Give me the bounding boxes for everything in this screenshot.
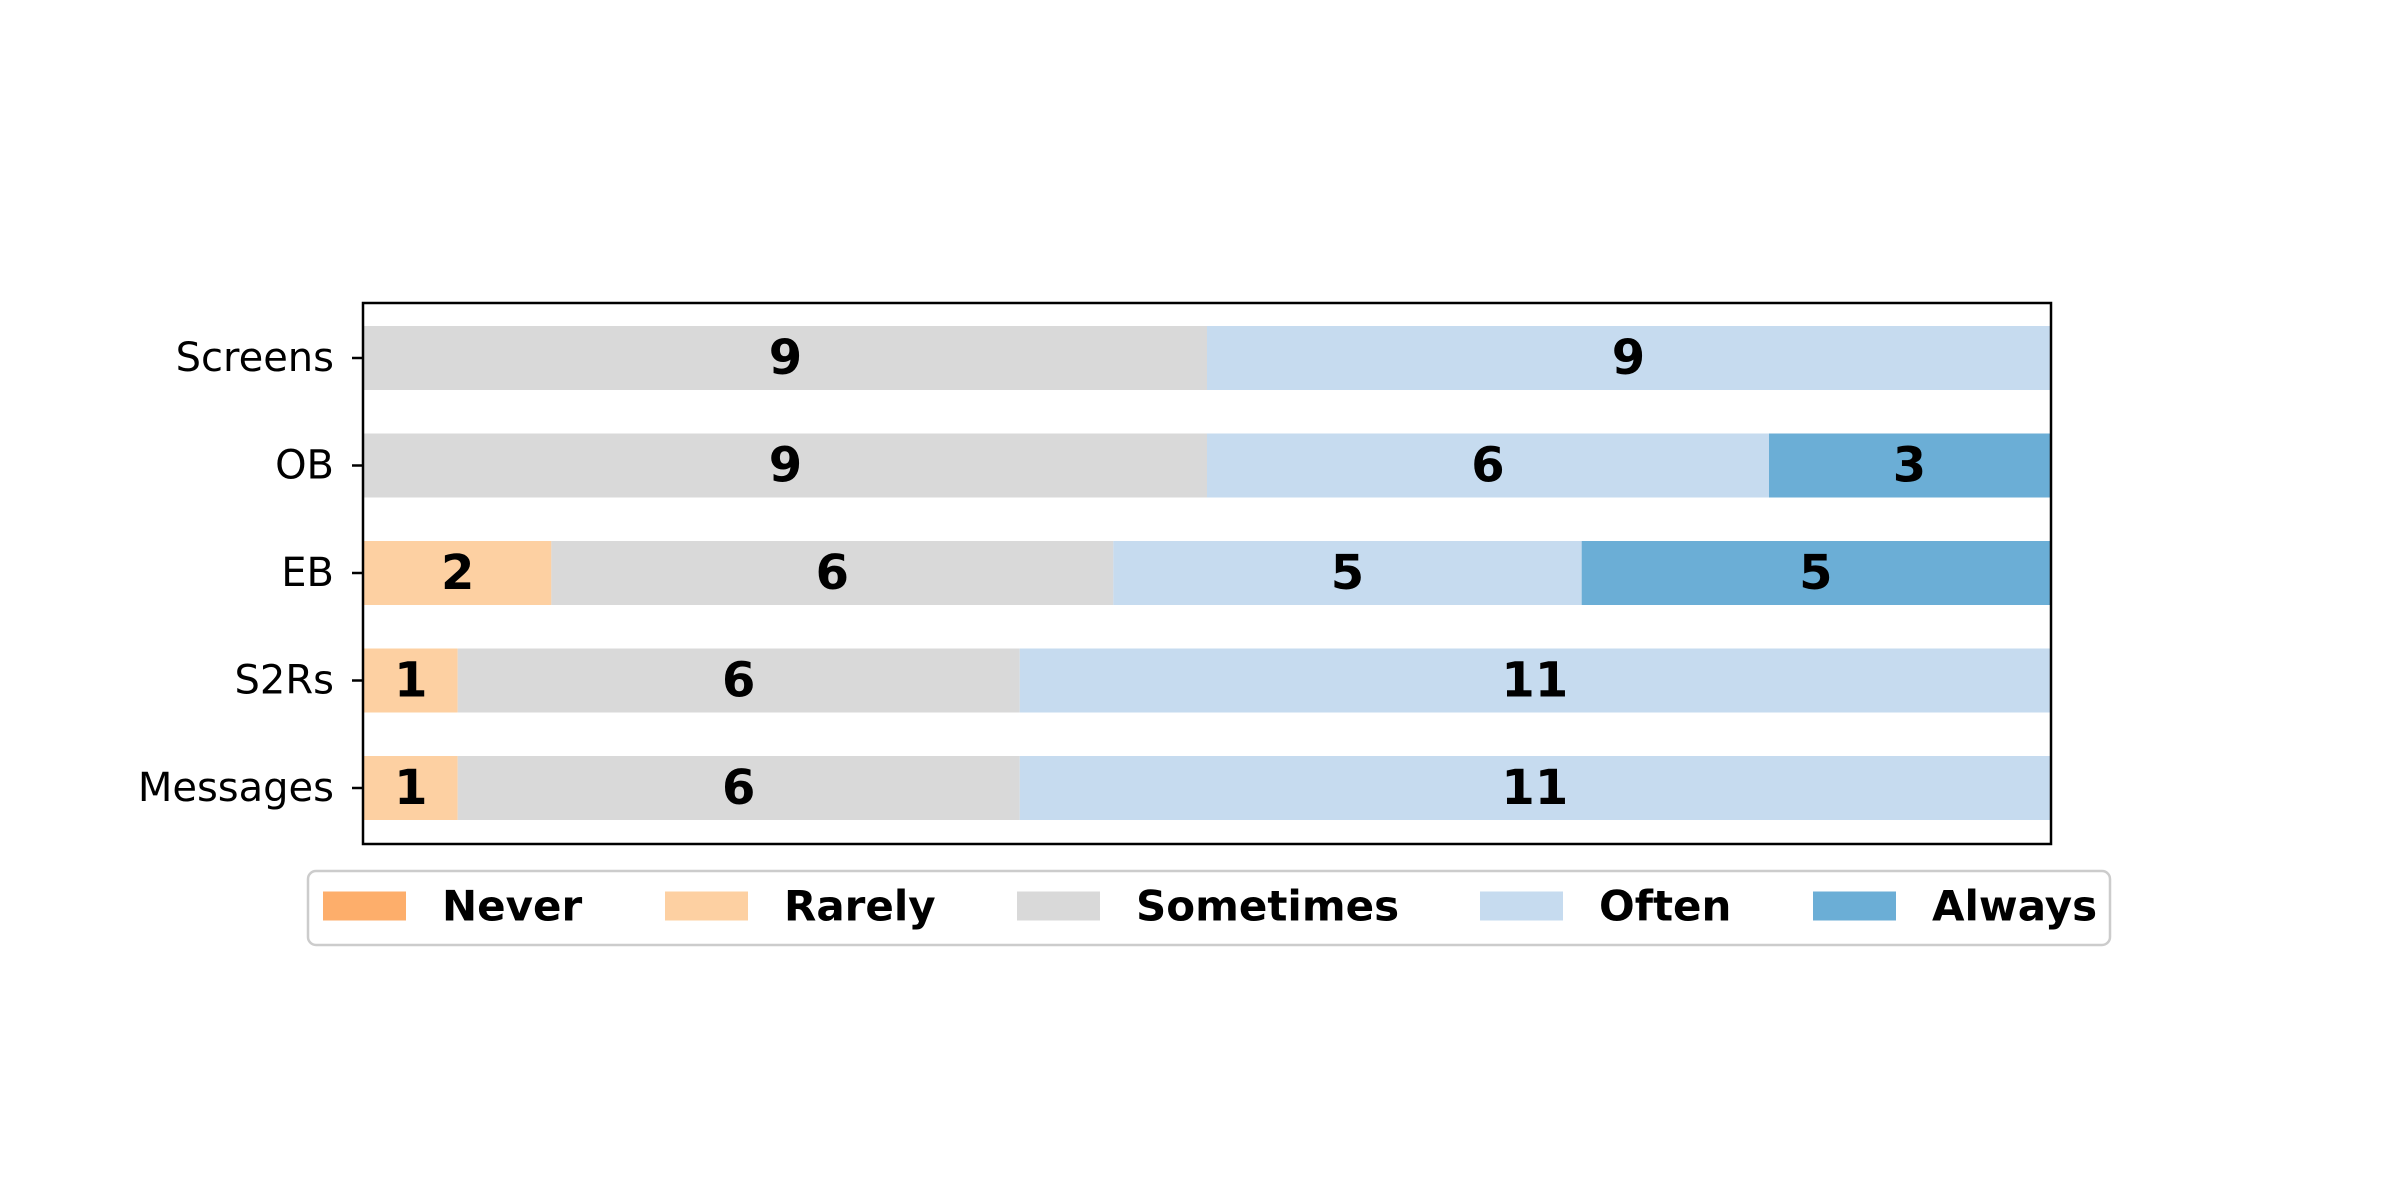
data-label-messages-sometimes: 6 <box>722 760 755 816</box>
data-label-eb-sometimes: 6 <box>816 545 849 601</box>
bar-ob-often <box>1207 433 1769 498</box>
data-label-screens-often: 9 <box>1612 330 1645 386</box>
bar-screens-often <box>1207 326 2050 390</box>
bars-group: 9 99 6 32 6 5 51 6 111 6 11 <box>364 326 2050 820</box>
data-label-s2rs-sometimes: 6 <box>722 653 755 709</box>
data-label-s2rs-often: 11 <box>1501 653 1568 709</box>
data-label-ob-always: 3 <box>1893 438 1926 494</box>
legend-swatch-sometimes <box>1017 891 1100 921</box>
data-label-messages-often: 11 <box>1501 760 1568 816</box>
data-label-ob-sometimes: 9 <box>769 438 802 494</box>
bar-s2rs-rarely <box>364 648 458 713</box>
legend-items: Never Rarely Sometimes Often Always <box>323 882 2097 931</box>
bar-eb-always <box>1581 541 2050 605</box>
bar-eb-sometimes <box>551 541 1114 605</box>
legend-label-never: Never <box>442 882 582 931</box>
legend-swatch-often <box>1480 891 1563 921</box>
data-label-screens-sometimes: 9 <box>769 330 802 386</box>
legend-label-often: Often <box>1599 882 1731 931</box>
bar-messages-rarely <box>364 756 458 820</box>
legend-swatch-always <box>1813 891 1896 921</box>
legend-swatch-never <box>323 891 406 921</box>
bar-ob-always <box>1769 433 2050 498</box>
y-tick-label-messages: Messages <box>138 765 334 811</box>
bar-s2rs-sometimes <box>457 648 1020 713</box>
data-label-eb-always: 5 <box>1799 545 1832 601</box>
bar-eb-often <box>1113 541 1582 605</box>
legend: Never Rarely Sometimes Often Always <box>306 869 2112 947</box>
y-tick-label-s2rs: S2Rs <box>235 658 334 704</box>
bar-messages-sometimes <box>457 756 1020 820</box>
category-labels: Screens OB EB S2Rs Messages <box>138 335 364 811</box>
y-tick-label-ob: OB <box>275 443 334 489</box>
data-label-eb-rarely: 2 <box>441 545 474 601</box>
plot-frame <box>361 301 2053 846</box>
bar-ob-sometimes <box>364 433 1207 498</box>
data-label-eb-often: 5 <box>1331 545 1364 601</box>
legend-label-sometimes: Sometimes <box>1136 882 1399 931</box>
legend-box <box>306 869 2112 947</box>
bar-screens-sometimes <box>364 326 1207 390</box>
data-label-messages-rarely: 1 <box>394 760 427 816</box>
data-label-s2rs-rarely: 1 <box>394 653 427 709</box>
legend-swatch-rarely <box>665 891 748 921</box>
legend-label-rarely: Rarely <box>784 882 936 931</box>
data-label-ob-often: 6 <box>1471 438 1504 494</box>
y-tick-label-eb: EB <box>281 550 334 596</box>
bar-eb-rarely <box>364 541 552 605</box>
bar-messages-often <box>1019 756 2050 820</box>
legend-label-always: Always <box>1932 882 2097 931</box>
bar-s2rs-often <box>1019 648 2050 713</box>
y-tick-label-screens: Screens <box>176 335 334 381</box>
